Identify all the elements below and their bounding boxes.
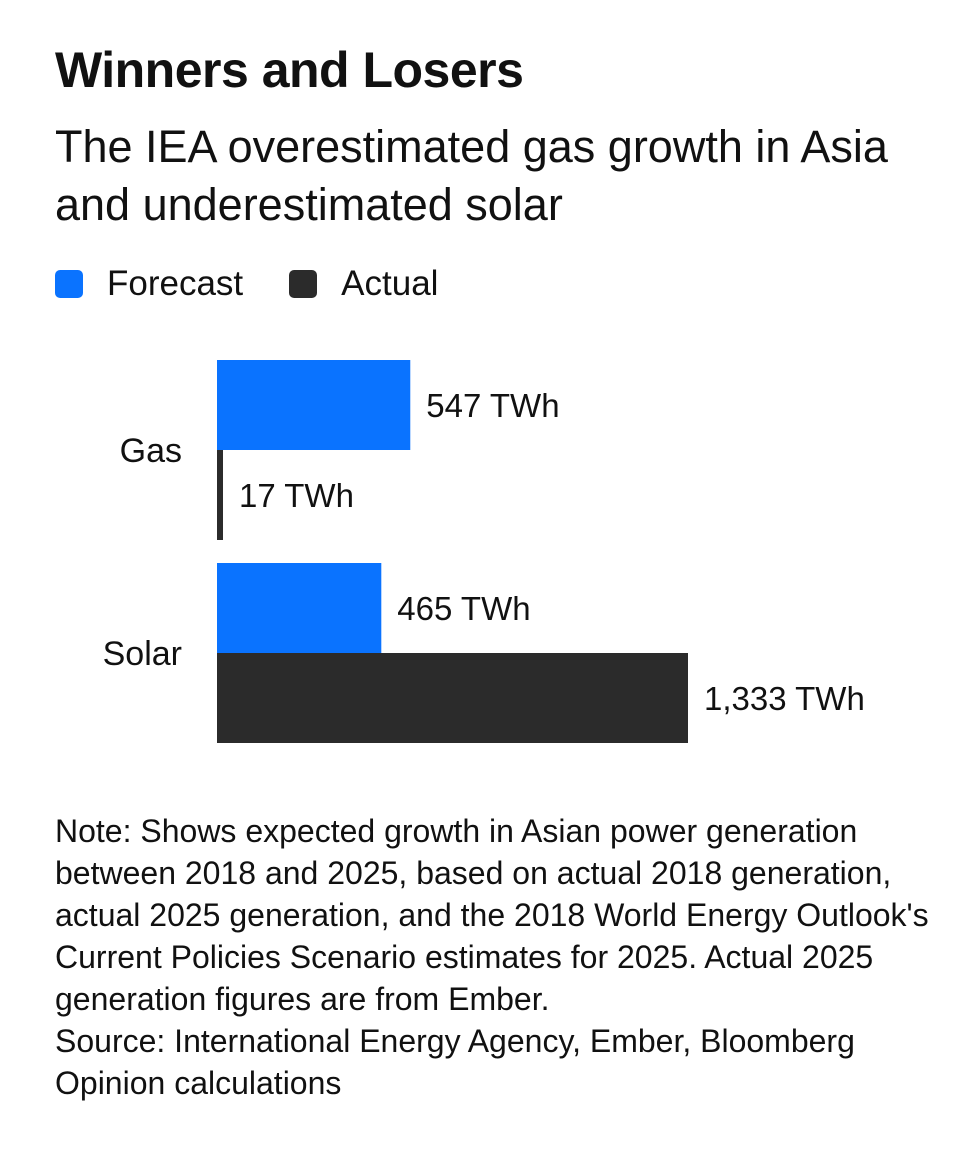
legend-label-actual: Actual [341, 264, 439, 303]
category-label-solar: Solar [103, 635, 182, 673]
bar-gas-actual [217, 450, 224, 540]
value-label-solar-forecast: 465 TWh [397, 590, 530, 627]
legend: Forecast Actual [55, 262, 484, 306]
legend-swatch-forecast [55, 270, 83, 298]
bar-chart: 547 TWh 17 TWh Gas 465 TWh 1,333 TWh Solar [103, 360, 865, 743]
legend-item-actual: Actual [289, 264, 438, 304]
footnotes: Note: Shows expected growth in Asian pow… [55, 810, 935, 1104]
category-label-gas: Gas [120, 432, 182, 470]
chart-title: Winners and Losers [55, 42, 524, 98]
legend-label-forecast: Forecast [107, 264, 244, 303]
chart-subtitle: The IEA overestimated gas growth in Asia… [55, 121, 888, 230]
value-label-solar-actual: 1,333 TWh [704, 680, 865, 717]
bar-solar-forecast [217, 563, 382, 653]
value-label-gas-forecast: 547 TWh [426, 387, 559, 424]
source-text: Source: International Energy Agency, Emb… [55, 1023, 855, 1101]
value-label-gas-actual: 17 TWh [239, 477, 354, 514]
note-text: Note: Shows expected growth in Asian pow… [55, 813, 929, 1017]
bar-solar-actual [217, 653, 688, 743]
legend-swatch-actual [289, 270, 318, 298]
bar-gas-forecast [217, 360, 411, 450]
legend-item-forecast: Forecast [55, 264, 243, 304]
